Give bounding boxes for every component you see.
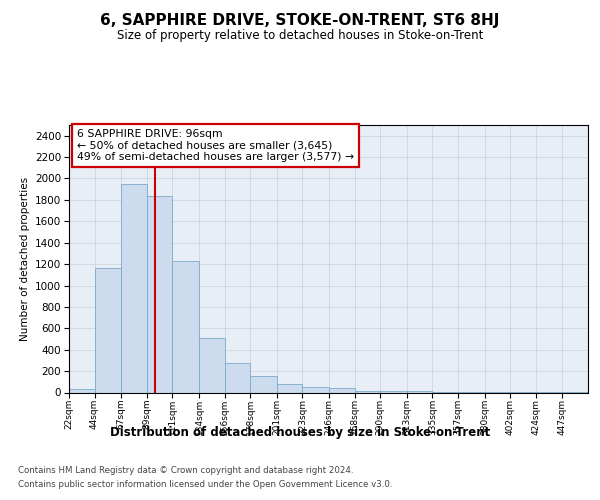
Text: 6 SAPPHIRE DRIVE: 96sqm
← 50% of detached houses are smaller (3,645)
49% of semi: 6 SAPPHIRE DRIVE: 96sqm ← 50% of detache… — [77, 129, 354, 162]
Text: 6, SAPPHIRE DRIVE, STOKE-ON-TRENT, ST6 8HJ: 6, SAPPHIRE DRIVE, STOKE-ON-TRENT, ST6 8… — [100, 12, 500, 28]
Text: Distribution of detached houses by size in Stoke-on-Trent: Distribution of detached houses by size … — [110, 426, 490, 439]
Bar — [277, 384, 302, 392]
Bar — [172, 262, 199, 392]
Bar — [250, 376, 277, 392]
Bar — [147, 196, 172, 392]
Bar — [199, 338, 224, 392]
Bar — [69, 390, 95, 392]
Bar — [95, 268, 121, 392]
Text: Contains public sector information licensed under the Open Government Licence v3: Contains public sector information licen… — [18, 480, 392, 489]
Bar — [224, 363, 250, 392]
Bar — [329, 388, 355, 392]
Y-axis label: Number of detached properties: Number of detached properties — [20, 176, 29, 341]
Text: Size of property relative to detached houses in Stoke-on-Trent: Size of property relative to detached ho… — [117, 29, 483, 42]
Text: Contains HM Land Registry data © Crown copyright and database right 2024.: Contains HM Land Registry data © Crown c… — [18, 466, 353, 475]
Bar — [121, 184, 147, 392]
Bar — [302, 387, 329, 392]
Bar — [355, 391, 380, 392]
